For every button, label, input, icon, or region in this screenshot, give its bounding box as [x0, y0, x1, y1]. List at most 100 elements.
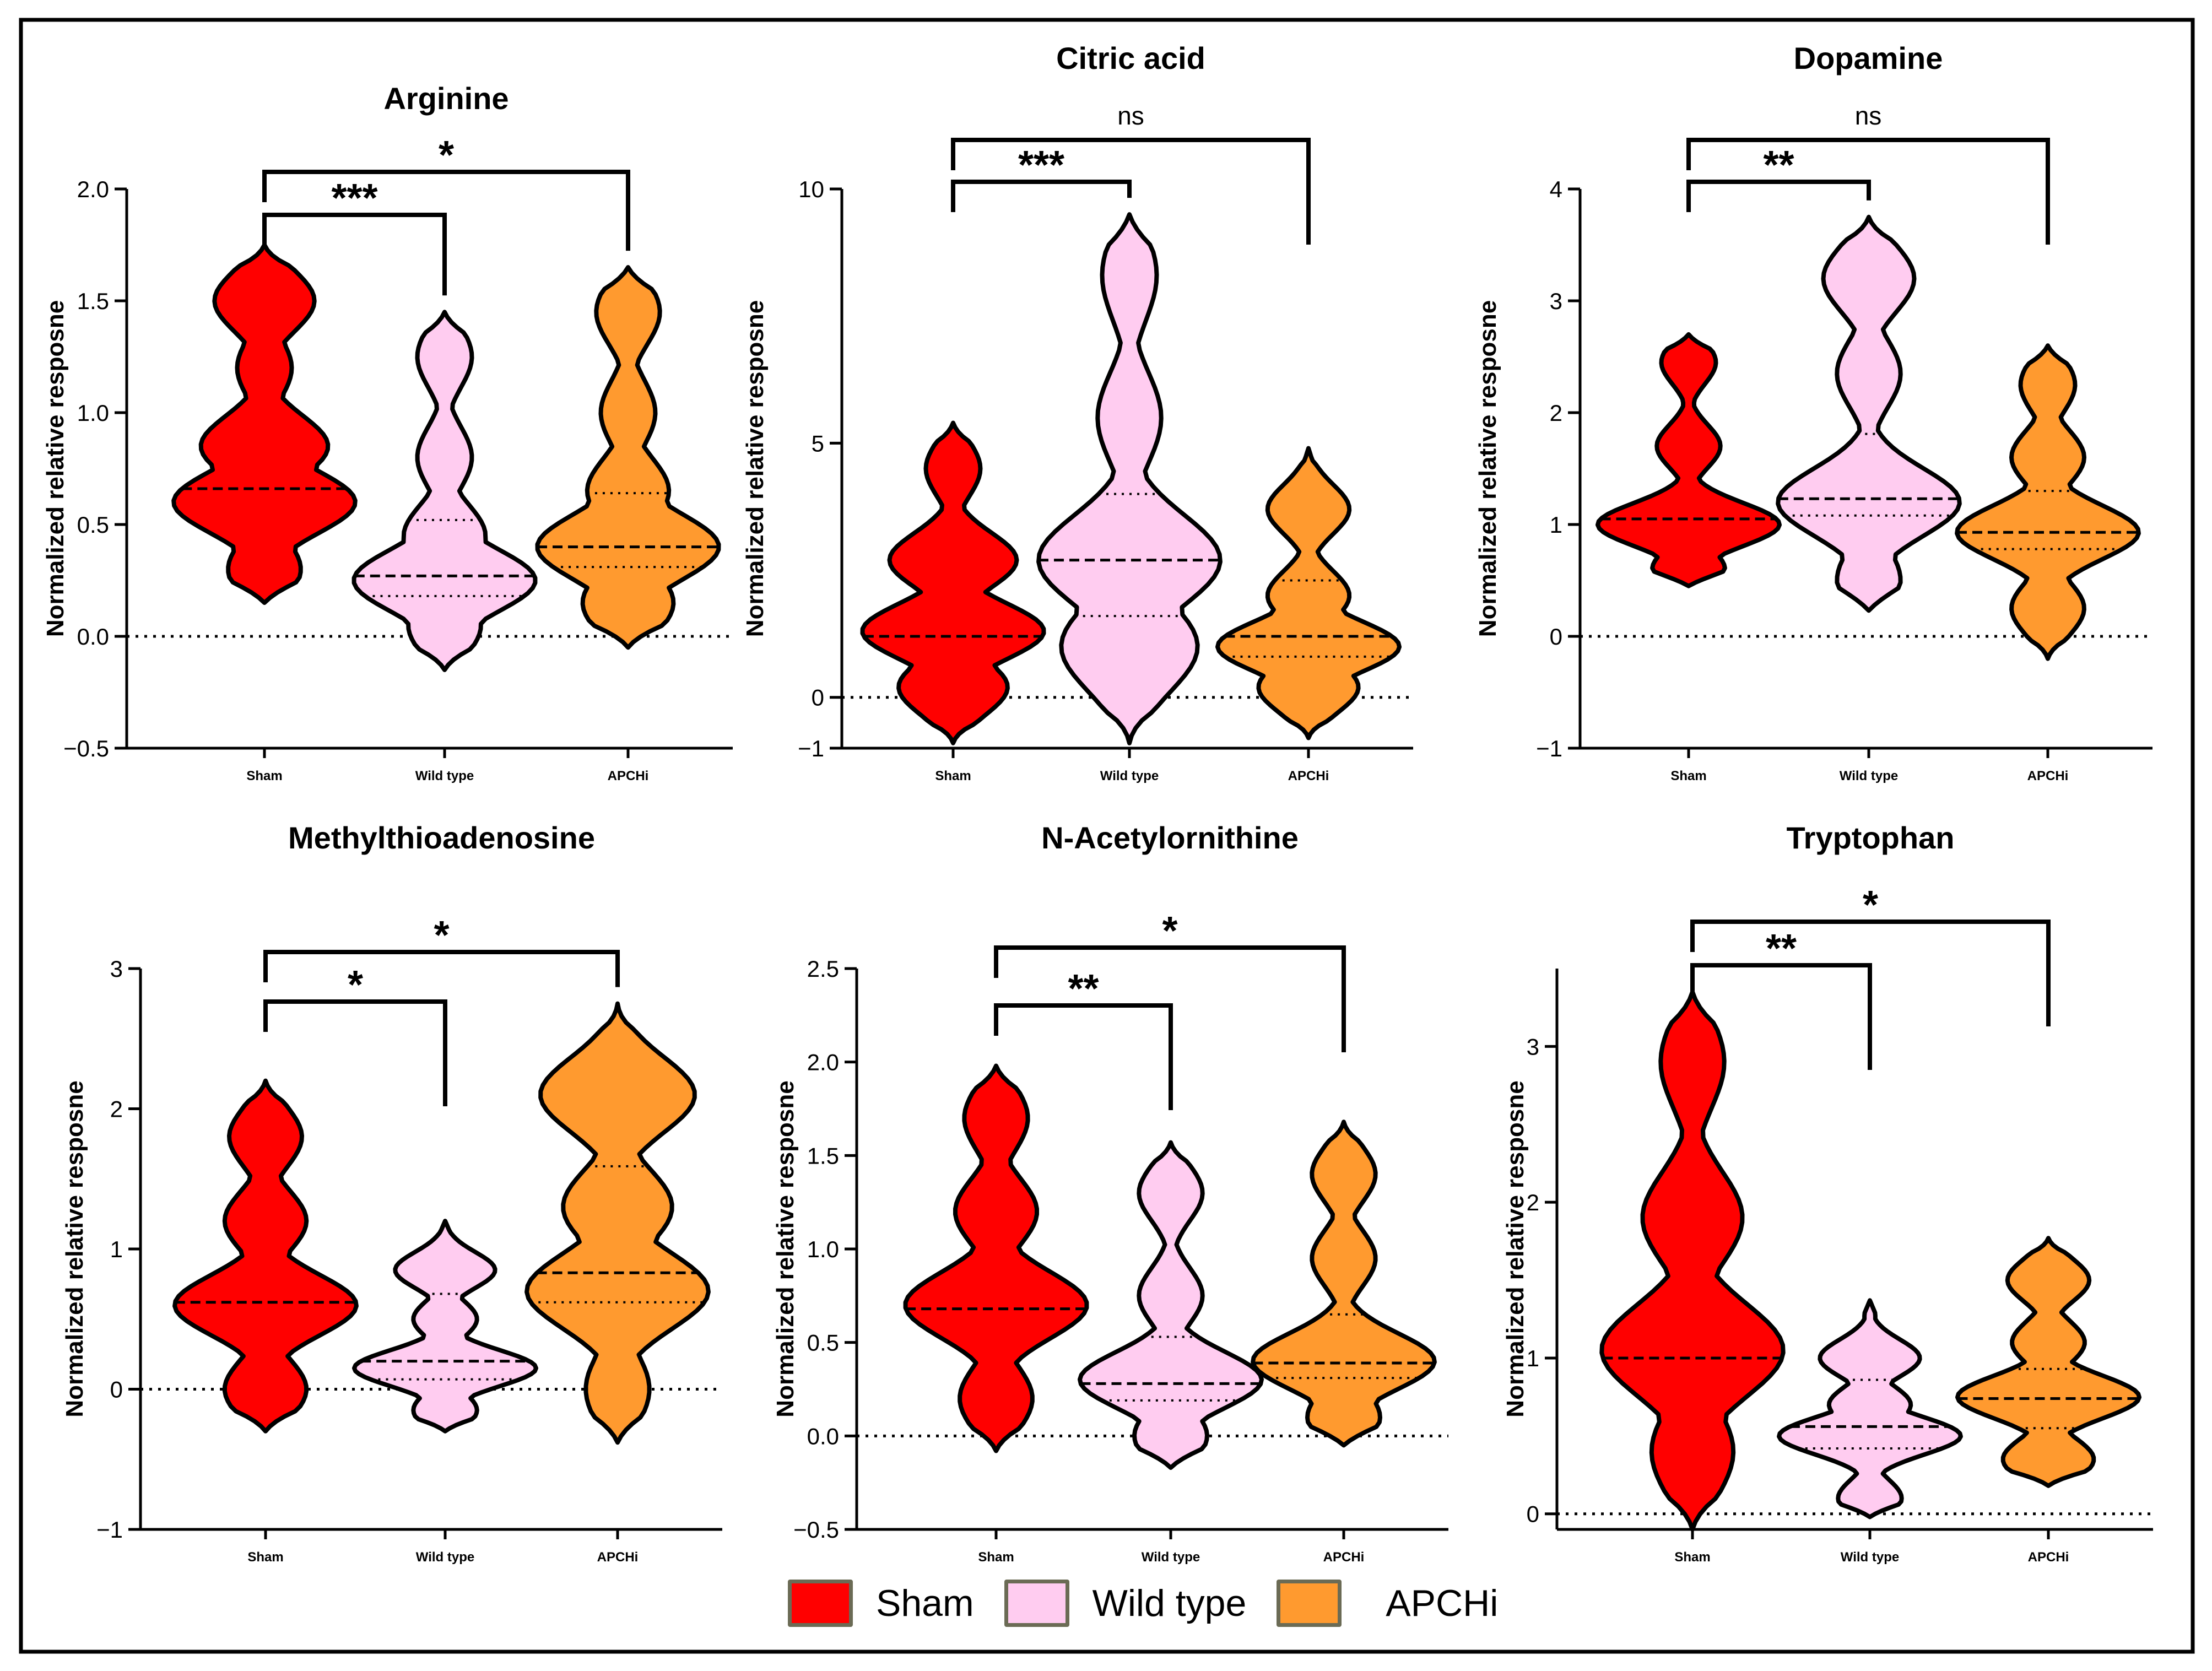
y-axis-label: Normalized relative resposne — [61, 1080, 88, 1417]
panel-n-acetylornithine: N-Acetylornithine Normalized relative res… — [772, 820, 1448, 1565]
panel-methylthioadenosine: Methylthioadenosine Normalized relative r… — [61, 820, 722, 1565]
y-tick-label: 3 — [1527, 1034, 1539, 1059]
y-axis-label: Normalized relative resposne — [1474, 300, 1501, 637]
y-tick-label: 3 — [1550, 288, 1562, 314]
y-tick-label: −0.5 — [793, 1517, 839, 1543]
significance-label: * — [1162, 909, 1177, 953]
significance-bracket — [994, 1003, 1173, 1110]
significance-bracket — [1690, 963, 1872, 1070]
y-axis-label: Normalized relative resposne — [1502, 1080, 1529, 1417]
legend-label-apchi: APCHi — [1386, 1582, 1499, 1624]
y-axis-label: Normalized relative resposne — [772, 1080, 799, 1417]
x-tick-label: APCHi — [597, 1550, 639, 1565]
y-tick-label: 0.5 — [807, 1330, 839, 1356]
y-tick-label: 0 — [110, 1377, 123, 1403]
y-tick-label: 1.0 — [807, 1236, 839, 1262]
significance-label: * — [348, 963, 363, 1007]
legend-label-wild-type: Wild type — [1092, 1582, 1247, 1624]
violin-wild-type — [1036, 212, 1223, 745]
y-tick-label: −0.5 — [63, 736, 109, 761]
chart-title: Dopamine — [1794, 41, 1943, 75]
y-tick-label: 1.0 — [77, 400, 109, 426]
y-axis-label: Normalized relative resposne — [42, 300, 69, 637]
significance-label: *** — [1018, 143, 1064, 187]
x-tick-label: APCHi — [2027, 769, 2069, 783]
y-tick-label: 1 — [1550, 512, 1562, 538]
y-tick-label: −1 — [1536, 736, 1562, 761]
x-tick-label: Sham — [935, 769, 971, 783]
significance-label: ** — [1068, 967, 1099, 1011]
x-tick-label: APCHi — [1323, 1550, 1365, 1565]
significance-label: * — [434, 913, 449, 958]
legend-item-wild-type: Wild type — [1004, 1580, 1247, 1627]
violin-sham — [903, 1063, 1089, 1453]
x-tick-label: Sham — [246, 769, 282, 783]
violin-apchi — [1215, 446, 1402, 740]
violin-apchi — [535, 265, 721, 650]
significance-bracket — [994, 945, 1346, 1052]
x-tick-label: Wild type — [1100, 769, 1159, 783]
panel-dopamine: Dopamine Normalized relative resposne −1 0 1… — [1474, 41, 2152, 783]
y-tick-label: 4 — [1550, 176, 1562, 202]
significance-label: ** — [1766, 927, 1797, 971]
significance-bracket — [951, 138, 1311, 245]
significance-bracket — [262, 170, 630, 251]
chart-title: Citric acid — [1056, 41, 1205, 75]
violin-wild-type — [1777, 1298, 1963, 1519]
violin-wild-type — [1776, 214, 1962, 613]
chart-title: Methylthioadenosine — [288, 820, 595, 855]
y-tick-label: 0.0 — [807, 1423, 839, 1449]
significance-label: ns — [1117, 101, 1144, 130]
violin-apchi — [1251, 1120, 1437, 1448]
y-tick-label: 2 — [1550, 400, 1562, 426]
panel-arginine: Arginine Normalized relative resposne −0.5… — [42, 81, 733, 783]
x-tick-label: Wild type — [1840, 769, 1898, 783]
significance-bracket — [263, 999, 447, 1106]
y-tick-label: 2 — [110, 1096, 123, 1122]
significance-bracket — [263, 950, 620, 987]
y-tick-label: 1.5 — [807, 1143, 839, 1169]
significance-label: * — [439, 133, 454, 177]
y-tick-label: 2 — [1527, 1189, 1539, 1215]
legend: Sham Wild type APCHi — [788, 1573, 1528, 1634]
y-tick-label: 0.0 — [77, 624, 109, 650]
significance-label: ** — [1763, 143, 1794, 187]
y-tick-label: 1 — [1527, 1345, 1539, 1371]
x-tick-label: Sham — [1670, 769, 1706, 783]
y-tick-label: 0 — [812, 685, 824, 711]
chart-title: Tryptophan — [1787, 820, 1955, 855]
significance-label: *** — [331, 176, 377, 220]
y-tick-label: −1 — [798, 736, 824, 761]
significance-label: * — [1863, 883, 1878, 927]
legend-swatch-sham — [788, 1580, 853, 1627]
x-tick-label: Wild type — [415, 769, 474, 783]
violin-sham — [172, 1078, 359, 1434]
y-tick-label: 0 — [1527, 1501, 1539, 1527]
significance-bracket — [951, 180, 1132, 212]
y-tick-label: 1 — [110, 1236, 123, 1262]
chart-title: N-Acetylornithine — [1041, 820, 1299, 855]
significance-bracket — [1686, 180, 1871, 212]
panel-tryptophan: Tryptophan Normalized relative resposne 0 1… — [1502, 820, 2153, 1565]
legend-label-sham: Sham — [876, 1582, 974, 1624]
violin-apchi — [1955, 1236, 2141, 1488]
y-tick-label: 0.5 — [77, 512, 109, 538]
y-tick-label: −1 — [96, 1517, 123, 1543]
significance-bracket — [1690, 920, 2051, 1026]
violin-sham — [1596, 332, 1782, 588]
legend-swatch-apchi — [1277, 1580, 1342, 1627]
x-tick-label: APCHi — [1288, 769, 1329, 783]
x-tick-label: APCHi — [2028, 1550, 2069, 1565]
y-tick-label: 5 — [812, 430, 824, 456]
y-tick-label: 2.5 — [807, 956, 839, 982]
violin-wild-type — [1078, 1140, 1264, 1470]
y-tick-label: 3 — [110, 956, 123, 982]
legend-item-sham: Sham — [788, 1580, 974, 1627]
panel-citric-acid: Citric acid Normalized relative resposne −… — [742, 41, 1413, 783]
y-tick-label: 1.5 — [77, 288, 109, 314]
violin-apchi — [1955, 343, 2141, 661]
x-tick-label: Sham — [978, 1550, 1014, 1565]
y-tick-label: 2.0 — [807, 1050, 839, 1075]
y-tick-label: 10 — [798, 176, 824, 202]
